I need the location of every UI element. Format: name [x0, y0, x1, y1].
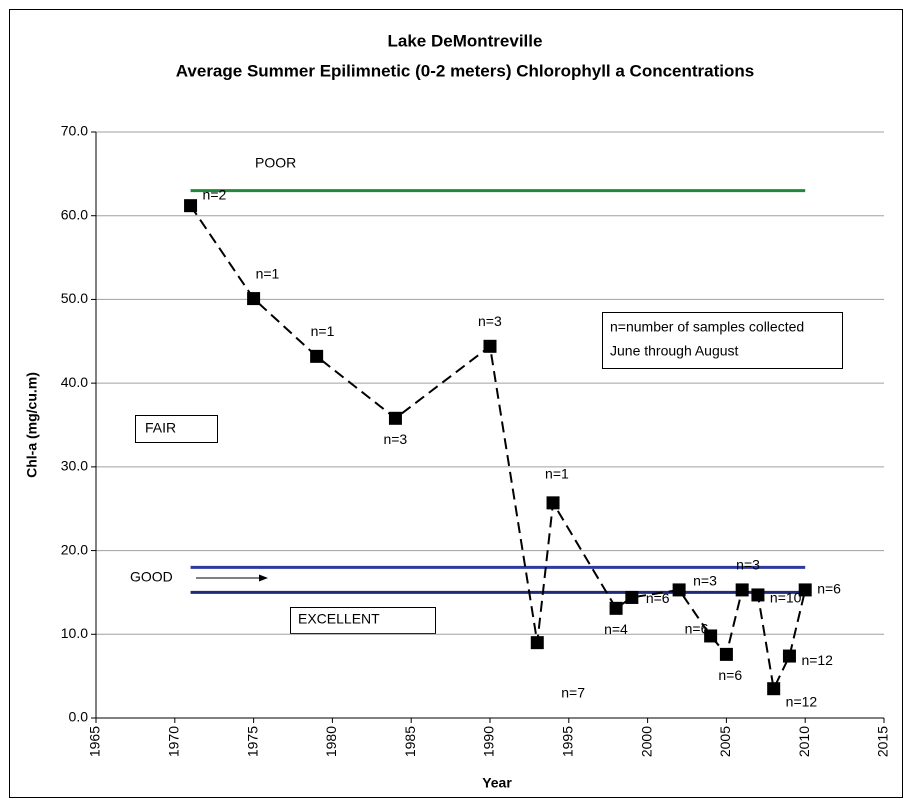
point-label: n=6	[718, 667, 742, 683]
x-tick-label: 1990	[481, 726, 497, 757]
y-tick-label: 30.0	[61, 458, 88, 474]
note-line: n=number of samples collected	[610, 319, 804, 335]
frame	[9, 9, 903, 798]
y-tick-label: 40.0	[61, 374, 88, 390]
excellent-label: EXCELLENT	[298, 611, 380, 627]
data-point	[530, 636, 544, 650]
data-point	[672, 583, 686, 597]
data-point	[625, 590, 639, 604]
chart-subtitle: Average Summer Epilimnetic (0-2 meters) …	[176, 61, 754, 80]
point-label: n=12	[801, 652, 833, 668]
x-tick-label: 1970	[166, 726, 182, 757]
point-label: n=3	[693, 573, 717, 589]
y-tick-label: 10.0	[61, 625, 88, 641]
y-tick-label: 60.0	[61, 206, 88, 222]
x-tick-label: 2005	[717, 726, 733, 757]
x-tick-label: 1980	[323, 726, 339, 757]
data-point	[735, 583, 749, 597]
fair-box	[135, 415, 218, 443]
point-label: n=6	[685, 621, 709, 637]
y-axis-title: Chl-a (mg/cu.m)	[24, 372, 40, 478]
data-point	[388, 411, 402, 425]
x-tick-label: 1985	[402, 726, 418, 757]
y-tick-label: 50.0	[61, 290, 88, 306]
x-tick-label: 2015	[875, 726, 891, 757]
good-label: GOOD	[130, 569, 173, 585]
point-label: n=6	[646, 590, 670, 606]
x-tick-label: 2010	[796, 726, 812, 757]
data-point	[751, 588, 765, 602]
data-point	[798, 583, 812, 597]
data-point	[546, 496, 560, 510]
x-tick-label: 2000	[638, 726, 654, 757]
data-point	[704, 629, 718, 643]
fair-label: FAIR	[145, 420, 176, 436]
point-label: n=10	[770, 590, 802, 606]
y-tick-label: 0.0	[69, 709, 89, 725]
point-label: n=1	[545, 466, 569, 482]
point-label: n=12	[786, 693, 818, 709]
x-tick-label: 1965	[87, 726, 103, 757]
x-tick-label: 1995	[560, 726, 576, 757]
point-label: n=3	[383, 431, 407, 447]
data-point	[719, 647, 733, 661]
data-point	[247, 292, 261, 306]
data-point	[609, 601, 623, 615]
y-tick-label: 20.0	[61, 541, 88, 557]
poor-label: POOR	[255, 155, 296, 171]
x-axis-title: Year	[482, 775, 512, 791]
point-label: n=1	[256, 265, 280, 281]
point-label: n=6	[817, 581, 841, 597]
point-label: n=3	[736, 557, 760, 573]
data-point	[483, 339, 497, 353]
excellent-box	[290, 607, 436, 634]
data-point	[782, 649, 796, 663]
note-box	[602, 312, 843, 369]
point-label: n=1	[311, 323, 335, 339]
chart-title: Lake DeMontreville	[388, 31, 543, 50]
data-line	[189, 205, 807, 692]
point-label: n=4	[604, 621, 628, 637]
x-tick-label: 1975	[244, 726, 260, 757]
data-point	[184, 199, 198, 213]
note-line: June through August	[610, 343, 739, 359]
point-label: n=2	[203, 186, 227, 202]
data-point	[310, 349, 324, 363]
point-label: n=3	[478, 313, 502, 329]
y-tick-label: 70.0	[61, 123, 88, 139]
data-point	[767, 682, 781, 696]
good-arrow-head	[259, 574, 268, 582]
point-label: n=7	[561, 684, 585, 700]
